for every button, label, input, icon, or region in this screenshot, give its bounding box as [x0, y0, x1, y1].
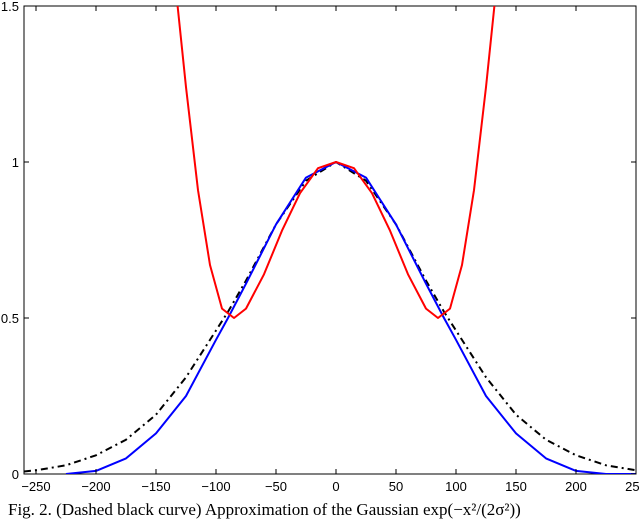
- x-tick-label: −50: [265, 479, 287, 494]
- series-line-2: [176, 6, 496, 319]
- x-tick-label: 200: [565, 479, 587, 494]
- y-tick-label: 1: [12, 155, 19, 170]
- y-tick-label: 1.5: [1, 0, 19, 14]
- plot-border: [23, 5, 637, 475]
- y-tick-label: 0.5: [1, 311, 19, 326]
- x-tick-label: −250: [21, 479, 50, 494]
- x-tick-label: 150: [505, 479, 527, 494]
- series-layer: [24, 6, 636, 474]
- figure-caption: Fig. 2. (Dashed black curve) Approximati…: [8, 500, 521, 519]
- x-tick-label: −150: [141, 479, 170, 494]
- ticks-layer: −250 −200 −150 −100 −50 0 50 100 150 200 250 0 0.5 1 1…: [1, 0, 640, 494]
- x-tick-label: −100: [201, 479, 230, 494]
- series-line-0: [24, 161, 636, 473]
- plot-frame: [23, 5, 637, 475]
- y-tick-label: 0: [12, 467, 19, 482]
- x-tick-label: 250: [625, 479, 640, 494]
- x-tick-label: −200: [81, 479, 110, 494]
- series-line-1: [65, 161, 636, 474]
- x-tick-label: 100: [445, 479, 467, 494]
- x-tick-label: 0: [332, 479, 339, 494]
- chart-svg: −250 −200 −150 −100 −50 0 50 100 150 200 250 0 0.5 1 1…: [1, 0, 640, 494]
- x-tick-label: 50: [389, 479, 403, 494]
